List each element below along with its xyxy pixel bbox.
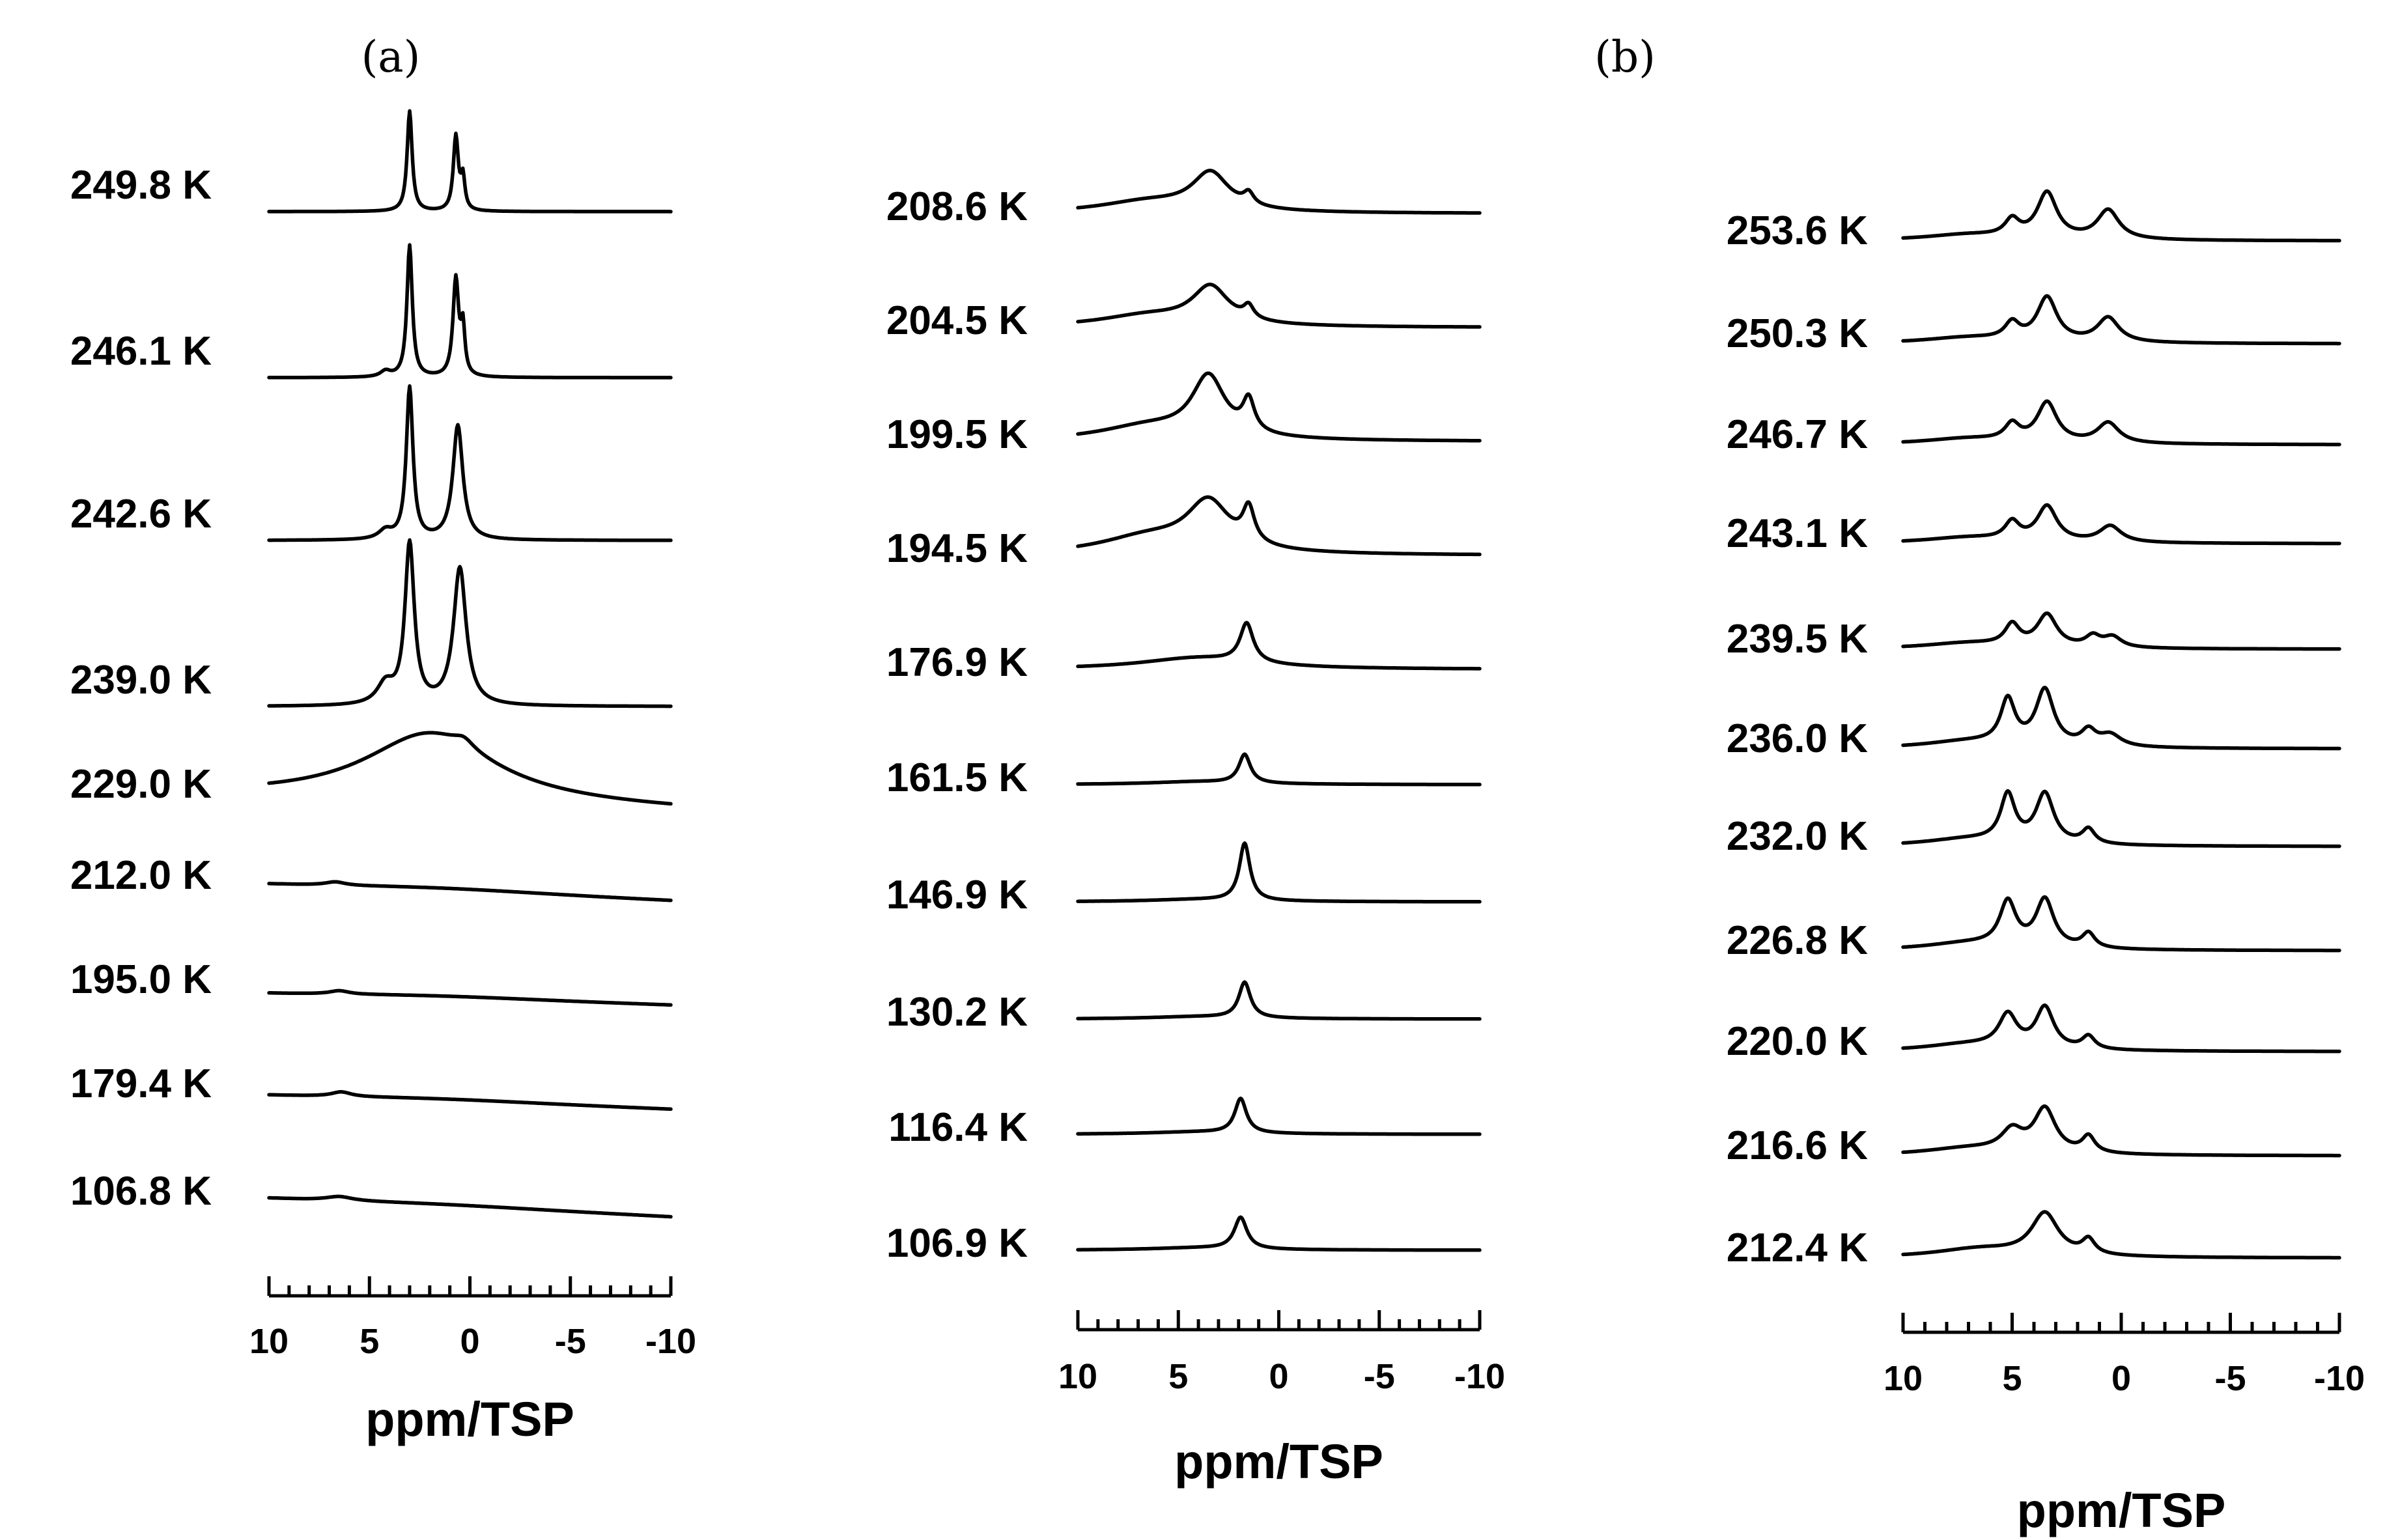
- x-tick-label: -5: [555, 1322, 586, 1361]
- x-tick-label: 5: [1168, 1357, 1188, 1396]
- temperature-label: 232.0 K: [1727, 814, 1868, 859]
- spectra-panel-middle: 208.6 K 204.5 K 199.5 K 194.5 K 176.9 K 161.5…: [886, 169, 1505, 1489]
- spectrum-trace: [267, 109, 673, 214]
- spectrum-trace: [267, 731, 673, 806]
- temperature-label: 239.5 K: [1727, 617, 1868, 662]
- x-tick-label: 0: [460, 1322, 479, 1361]
- spectrum-trace: [267, 880, 673, 903]
- temperature-label: 250.3 K: [1727, 311, 1868, 356]
- x-tick-label: 0: [2111, 1359, 2131, 1398]
- temperature-label: 195.0 K: [70, 957, 212, 1002]
- spectrum-trace: [1901, 399, 2341, 447]
- temperature-label: 249.8 K: [70, 163, 212, 208]
- temperature-label: 236.0 K: [1727, 716, 1868, 761]
- spectrum-trace: [1901, 294, 2341, 346]
- temperature-label: 204.5 K: [886, 298, 1028, 343]
- spectrum-trace: [267, 1194, 673, 1219]
- temperature-label: 146.9 K: [886, 873, 1028, 917]
- spectra-panel-a: 249.8 K 246.1 K 242.6 K 239.0 K 229.0 K 212.0…: [70, 109, 696, 1446]
- temperature-label: 176.9 K: [886, 640, 1028, 685]
- x-axis-title: ppm/TSP: [2017, 1483, 2226, 1537]
- spectrum-trace: [1901, 686, 2341, 751]
- temperature-label: 212.0 K: [70, 853, 212, 898]
- spectra-panel-b: 253.6 K 250.3 K 246.7 K 243.1 K 239.5 K 236.0…: [1727, 189, 2365, 1537]
- x-axis-title: ppm/TSP: [365, 1392, 574, 1446]
- spectrum-trace: [1076, 752, 1482, 787]
- spectrum-trace: [267, 243, 673, 380]
- spectrum-trace: [267, 1090, 673, 1112]
- temperature-label: 106.9 K: [886, 1221, 1028, 1266]
- x-tick-label: -5: [2214, 1359, 2246, 1398]
- temperature-label: 130.2 K: [886, 990, 1028, 1035]
- temperature-label: 239.0 K: [70, 658, 212, 703]
- spectrum-trace: [1901, 1104, 2341, 1158]
- spectrum-trace: [1076, 980, 1482, 1021]
- spectrum-trace: [1076, 841, 1482, 904]
- temperature-label: 161.5 K: [886, 755, 1028, 800]
- spectrum-trace: [1076, 621, 1482, 671]
- temperature-label: 220.0 K: [1727, 1019, 1868, 1064]
- spectrum-trace: [1901, 503, 2341, 546]
- spectrum-trace: [1901, 1003, 2341, 1054]
- x-tick-label: -5: [1364, 1357, 1395, 1396]
- spectrum-trace: [1901, 789, 2341, 848]
- spectrum-trace: [1076, 495, 1482, 557]
- spectrum-trace: [267, 384, 673, 542]
- temperature-label: 242.6 K: [70, 492, 212, 537]
- panel-b-letter: (b): [1594, 32, 1656, 82]
- spectrum-trace: [1076, 1215, 1482, 1252]
- temperature-label: 229.0 K: [70, 762, 212, 807]
- spectrum-trace: [1076, 371, 1482, 443]
- temperature-label: 246.1 K: [70, 329, 212, 374]
- x-tick-label: -10: [645, 1322, 696, 1361]
- spectrum-trace: [1901, 895, 2341, 953]
- temperature-label: 212.4 K: [1727, 1225, 1868, 1270]
- spectrum-trace: [267, 538, 673, 708]
- panel-a-letter: (a): [361, 32, 421, 82]
- temperature-label: 199.5 K: [886, 412, 1028, 457]
- spectrum-trace: [1901, 189, 2341, 243]
- temperature-label: 216.6 K: [1727, 1123, 1868, 1168]
- x-tick-label: -10: [1454, 1357, 1505, 1396]
- spectrum-trace: [1901, 1210, 2341, 1260]
- x-tick-label: 10: [1884, 1359, 1923, 1398]
- temperature-label: 179.4 K: [70, 1061, 212, 1106]
- x-tick-label: 0: [1269, 1357, 1288, 1396]
- spectrum-trace: [1076, 1097, 1482, 1136]
- spectrum-trace: [1901, 611, 2341, 651]
- spectrum-trace: [267, 988, 673, 1007]
- temperature-label: 246.7 K: [1727, 412, 1868, 457]
- spectrum-trace: [1076, 169, 1482, 215]
- temperature-label: 116.4 K: [888, 1105, 1028, 1150]
- x-tick-label: -10: [2314, 1359, 2365, 1398]
- x-tick-label: 10: [249, 1322, 289, 1361]
- x-axis-title: ppm/TSP: [1174, 1435, 1383, 1489]
- temperature-label: 208.6 K: [886, 184, 1028, 229]
- spectrum-trace: [1076, 283, 1482, 329]
- x-tick-label: 5: [2002, 1359, 2022, 1398]
- x-tick-label: 5: [360, 1322, 379, 1361]
- temperature-label: 243.1 K: [1727, 511, 1868, 556]
- temperature-label: 226.8 K: [1727, 918, 1868, 963]
- temperature-label: 253.6 K: [1727, 208, 1868, 253]
- x-tick-label: 10: [1058, 1357, 1097, 1396]
- temperature-label: 194.5 K: [886, 526, 1028, 571]
- temperature-label: 106.8 K: [70, 1169, 212, 1214]
